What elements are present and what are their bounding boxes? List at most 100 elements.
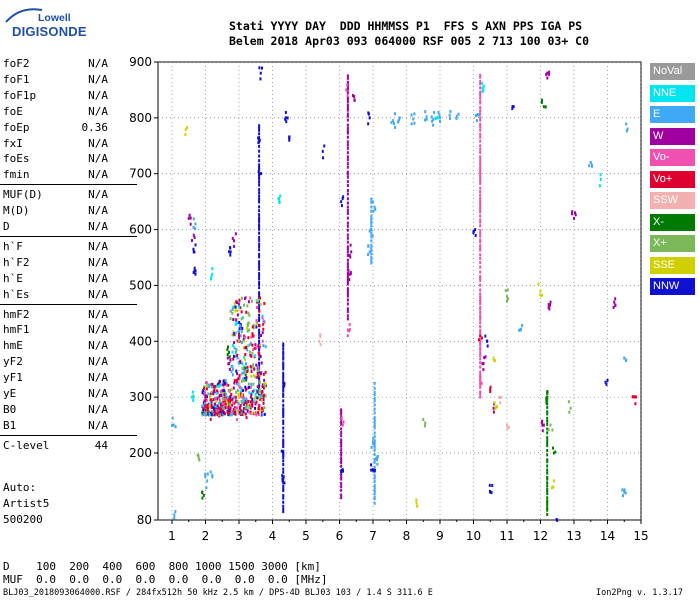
distance-row: D 100 200 400 600 800 1000 1500 3000 [km…: [3, 560, 321, 573]
trace-point: [258, 361, 261, 365]
data-point: [482, 88, 485, 92]
echo-point: [240, 389, 243, 393]
echo-point: [261, 314, 264, 318]
legend-item-w: W: [650, 127, 695, 145]
data-point: [373, 205, 376, 209]
echo-point: [259, 343, 262, 347]
data-point: [226, 348, 229, 352]
echo-point: [219, 407, 222, 411]
trace-point: [373, 435, 376, 439]
data-point: [432, 123, 435, 127]
data-point: [349, 272, 352, 276]
trace-point: [340, 453, 343, 457]
trace-point: [479, 175, 482, 179]
trace-point: [479, 338, 482, 342]
trace-point: [373, 439, 376, 443]
data-point: [341, 423, 344, 427]
data-point: [493, 358, 496, 362]
trace-point: [258, 386, 261, 390]
echo-point: [243, 303, 246, 307]
echo-point: [260, 390, 263, 394]
echo-point: [246, 348, 249, 352]
data-point: [227, 402, 230, 406]
data-point: [187, 216, 190, 220]
echo-point: [263, 393, 266, 397]
data-point: [204, 472, 207, 476]
trace-point: [282, 344, 285, 348]
data-point: [541, 429, 544, 433]
echo-point: [241, 326, 244, 330]
data-point: [243, 403, 246, 407]
trace-point: [479, 172, 482, 176]
echo-point: [214, 396, 217, 400]
legend-item-vo-: Vo-: [650, 149, 695, 166]
param-label: foF1p: [3, 88, 37, 102]
trace-point: [258, 377, 261, 381]
trace-point: [373, 386, 376, 390]
trace-point: [479, 122, 482, 126]
trace-point: [346, 233, 349, 237]
echo-point: [262, 386, 265, 390]
echo-point: [246, 386, 249, 390]
param-label: foF1: [3, 72, 30, 86]
trace-point: [479, 150, 482, 154]
data-point: [436, 116, 439, 120]
trace-point: [479, 167, 482, 171]
echo-point: [244, 335, 247, 339]
trace-point: [546, 458, 549, 462]
auto-label: Auto:: [3, 481, 37, 494]
echo-point: [246, 409, 249, 413]
trace-point: [340, 438, 343, 442]
trace-point: [546, 481, 549, 485]
trace-point: [340, 408, 343, 412]
trace-point: [346, 172, 349, 176]
trace-point: [373, 393, 376, 397]
data-point: [349, 255, 352, 259]
trace-point: [340, 448, 343, 452]
data-point: [323, 144, 326, 148]
echo-point: [255, 413, 258, 417]
data-point: [474, 228, 477, 232]
trace-point: [346, 146, 349, 150]
param-label: yF1: [3, 371, 23, 385]
trace-point: [340, 451, 343, 455]
trace-point: [546, 431, 549, 435]
echo-point: [242, 346, 245, 350]
echo-point: [233, 407, 236, 411]
data-point: [278, 197, 281, 201]
trace-point: [479, 392, 482, 396]
header-line-1: Stati YYYY DAY DDD HHMMSS P1 FFS S AXN P…: [229, 19, 583, 33]
data-point: [489, 390, 492, 394]
echo-point: [237, 329, 240, 333]
legend-item-noval: NoVal: [650, 63, 695, 80]
echo-point: [227, 413, 230, 417]
data-point: [234, 309, 237, 313]
data-point: [246, 401, 249, 405]
trace-point: [479, 295, 482, 299]
data-point: [599, 177, 602, 181]
data-point: [394, 112, 397, 116]
echo-point: [241, 389, 244, 393]
echo-point: [219, 380, 222, 384]
data-point: [437, 111, 440, 115]
trace-point: [282, 342, 285, 346]
trace-point: [373, 407, 376, 411]
echo-point: [238, 298, 241, 302]
data-point: [537, 282, 540, 286]
data-point: [552, 479, 555, 483]
trace-point: [282, 403, 285, 407]
trace-point: [346, 307, 349, 311]
echo-point: [256, 371, 259, 375]
trace-point: [282, 371, 285, 375]
trace-point: [479, 307, 482, 311]
data-point: [321, 149, 324, 153]
data-point: [348, 253, 351, 257]
echo-point: [236, 313, 239, 317]
echo-point: [255, 325, 258, 329]
echo-point: [247, 382, 250, 386]
trace-point: [258, 336, 261, 340]
echo-point: [204, 408, 207, 412]
echo-point: [260, 361, 263, 365]
data-point: [372, 469, 375, 473]
echo-point: [251, 343, 254, 347]
